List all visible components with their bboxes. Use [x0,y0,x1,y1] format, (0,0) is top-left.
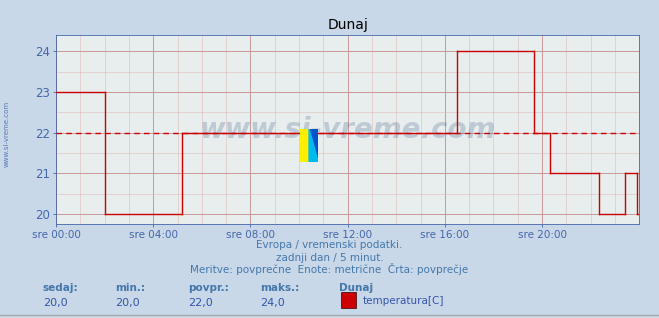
Polygon shape [309,129,318,162]
Title: Dunaj: Dunaj [327,18,368,32]
Text: min.:: min.: [115,283,146,293]
Text: Dunaj: Dunaj [339,283,374,293]
Text: www.si-vreme.com: www.si-vreme.com [200,115,496,144]
Text: Meritve: povprečne  Enote: metrične  Črta: povprečje: Meritve: povprečne Enote: metrične Črta:… [190,264,469,275]
Polygon shape [309,129,318,162]
Text: 22,0: 22,0 [188,298,213,308]
Text: zadnji dan / 5 minut.: zadnji dan / 5 minut. [275,253,384,263]
Bar [300,129,309,162]
Text: www.si-vreme.com: www.si-vreme.com [3,100,10,167]
Text: 20,0: 20,0 [43,298,67,308]
Text: Evropa / vremenski podatki.: Evropa / vremenski podatki. [256,240,403,250]
Text: temperatura[C]: temperatura[C] [362,296,444,306]
Text: povpr.:: povpr.: [188,283,229,293]
Text: 20,0: 20,0 [115,298,140,308]
Text: maks.:: maks.: [260,283,300,293]
Text: 24,0: 24,0 [260,298,285,308]
Text: sedaj:: sedaj: [43,283,78,293]
